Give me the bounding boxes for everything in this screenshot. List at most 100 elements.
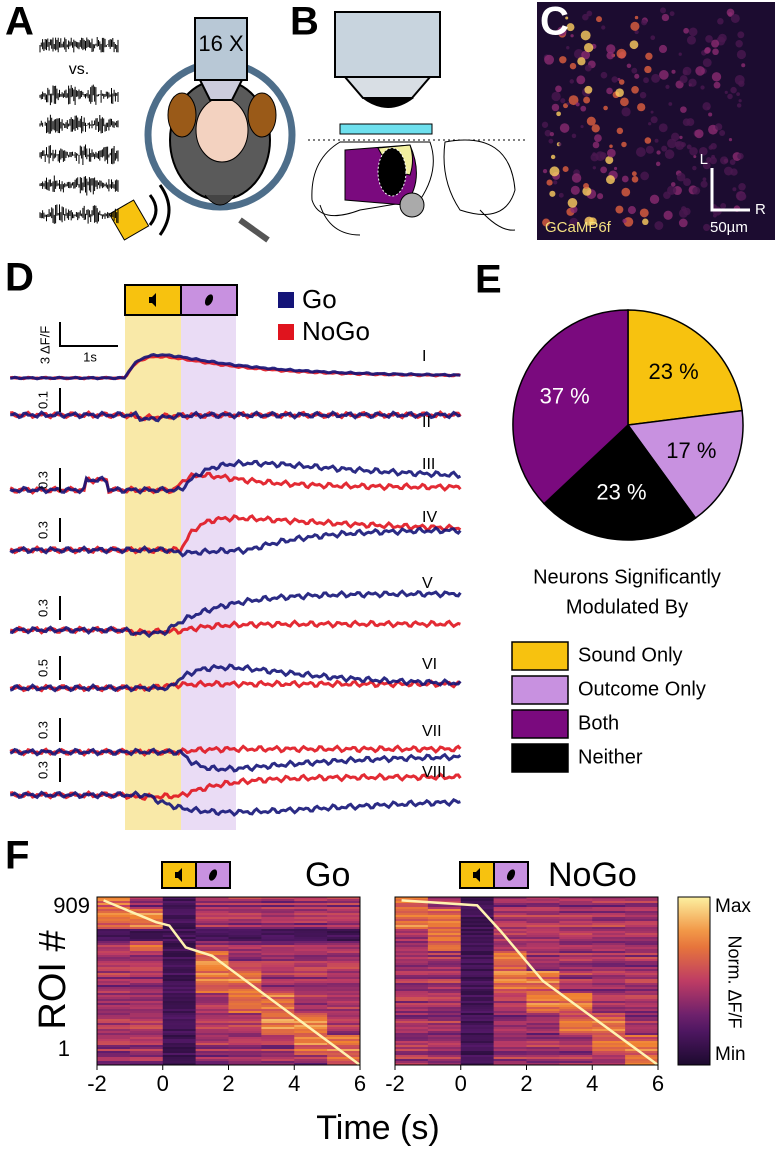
cell <box>695 66 705 76</box>
cell <box>711 39 720 48</box>
heatmap-cell <box>261 997 295 1000</box>
heatmap-cell <box>559 1011 593 1014</box>
heatmap-cell <box>228 1011 262 1014</box>
heatmap-cell <box>592 949 626 952</box>
heatmap-cell <box>460 937 495 940</box>
heatmap-cell <box>493 909 527 912</box>
heatmap-cell <box>162 991 197 994</box>
heatmap-cell <box>427 1031 462 1034</box>
trace-label: VI <box>422 656 437 673</box>
heatmap-cell <box>559 985 593 988</box>
heatmap-cell <box>526 963 560 966</box>
heatmap-cell <box>526 995 560 998</box>
heatmap-cell <box>559 911 593 914</box>
heatmap-cell <box>625 997 659 1000</box>
heatmap-cell <box>327 897 361 900</box>
heatmap-cell <box>97 1005 131 1008</box>
heatmap-cell <box>261 921 295 924</box>
scale-label: 0.3 <box>35 761 50 779</box>
heatmap-cell <box>162 1027 197 1030</box>
heatmap-cell <box>625 1031 659 1034</box>
heatmap-cell <box>294 1053 328 1056</box>
heatmap-cell <box>97 981 131 984</box>
heatmap-cell <box>625 1003 659 1006</box>
heatmap-cell <box>129 975 164 978</box>
heatmap-cell <box>625 1033 659 1036</box>
heatmap-cell <box>526 1009 560 1012</box>
heatmap-cell <box>395 995 429 998</box>
heatmap-cell <box>195 1013 229 1016</box>
heatmap-cell <box>427 925 462 928</box>
sound-window <box>125 315 181 830</box>
heatmap-cell <box>228 1047 262 1050</box>
heatmap-cell <box>427 1011 462 1014</box>
heatmap-cell <box>228 1033 262 1036</box>
heatmap-cell <box>294 939 328 942</box>
cell <box>669 11 675 17</box>
heatmap-cell <box>261 1019 295 1022</box>
cell <box>566 102 570 106</box>
heatmap-cell <box>460 985 495 988</box>
heatmap-cell <box>327 1025 361 1028</box>
cell <box>642 218 649 226</box>
cell <box>569 217 579 227</box>
heatmap-cell <box>493 933 527 936</box>
axis-r-label: R <box>755 201 766 218</box>
heatmap-cell <box>261 977 295 980</box>
heatmap-cell <box>395 1019 429 1022</box>
heatmap-cell <box>261 975 295 978</box>
heatmap-cell <box>294 983 328 986</box>
heatmap-cell <box>261 973 295 976</box>
heatmap-cell <box>559 909 593 912</box>
heatmap-cell <box>395 943 429 946</box>
heatmap-cell <box>261 961 295 964</box>
heatmap-cell <box>427 1033 462 1036</box>
heatmap-cell <box>427 1021 462 1024</box>
heatmap-cell <box>460 1043 495 1046</box>
heatmap-cell <box>129 1017 164 1020</box>
heatmap-cell <box>162 1039 197 1042</box>
heatmap-cell <box>294 919 328 922</box>
heatmap-cell <box>592 923 626 926</box>
heatmap-cell <box>294 1043 328 1046</box>
heatmap-cell <box>625 985 659 988</box>
heatmap-cell <box>625 965 659 968</box>
heatmap-cell <box>427 1047 462 1050</box>
heatmap-cell <box>195 941 229 944</box>
legend-swatch <box>511 743 569 773</box>
heatmap-cell <box>625 1047 659 1050</box>
heatmap-cell <box>195 997 229 1000</box>
heatmap-cell <box>625 1039 659 1042</box>
heatmap-cell <box>195 1059 229 1062</box>
heatmap-cell <box>395 1059 429 1062</box>
heatmap-cell <box>294 909 328 912</box>
heatmap-cell <box>625 945 659 948</box>
heatmap-cell <box>625 923 659 926</box>
heatmap-cell <box>261 1031 295 1034</box>
cell <box>724 90 728 94</box>
heatmap-cell <box>327 967 361 970</box>
heatmap-cell <box>97 1057 131 1060</box>
heatmap-cell <box>395 1049 429 1052</box>
heatmap-cell <box>162 1013 197 1016</box>
heatmap-cell <box>526 945 560 948</box>
heatmap-cell <box>327 955 361 958</box>
heatmap-cell <box>493 1017 527 1020</box>
heatmap-cell <box>592 939 626 942</box>
heatmap-cell <box>526 909 560 912</box>
heatmap-cell <box>395 931 429 934</box>
cell <box>664 149 675 160</box>
heatmap-cell <box>427 943 462 946</box>
drop-icon <box>204 294 214 306</box>
heatmap-cell <box>460 933 495 936</box>
heatmap-cell <box>162 973 197 976</box>
heatmap-cell <box>460 927 495 930</box>
heatmap-cell <box>195 1061 229 1064</box>
cell <box>634 15 639 20</box>
heatmap-cell <box>395 979 429 982</box>
heatmap-cell <box>460 1041 495 1044</box>
heatmap-cell <box>97 949 131 952</box>
heatmap-cell <box>592 933 626 936</box>
heatmap-cell <box>625 907 659 910</box>
heatmap-cell <box>493 937 527 940</box>
